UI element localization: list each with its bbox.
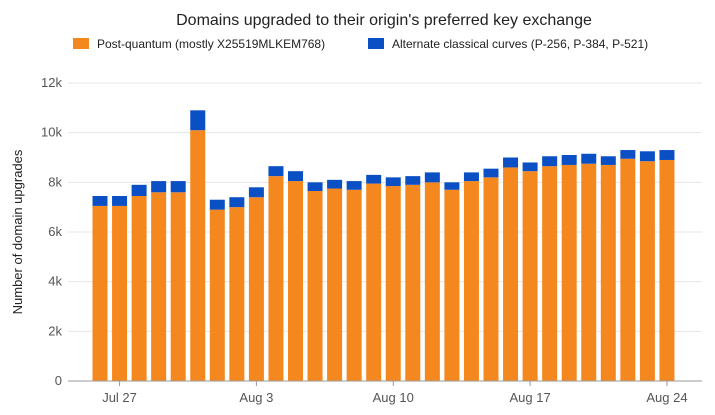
bar-classical-8 xyxy=(248,187,264,198)
bar-classical-17 xyxy=(424,172,440,183)
y-tick-label: 4k xyxy=(48,274,62,289)
bar-classical-10 xyxy=(288,171,303,182)
bar-post-quantum-15 xyxy=(385,186,401,381)
bar-classical-3 xyxy=(151,181,167,193)
bar-classical-9 xyxy=(268,166,284,177)
bar-classical-24 xyxy=(561,155,577,165)
y-tick-label: 10k xyxy=(41,125,62,140)
bar-classical-27 xyxy=(620,150,636,159)
bar-classical-23 xyxy=(542,156,558,167)
bar-classical-21 xyxy=(503,157,519,168)
bar-post-quantum-6 xyxy=(209,209,225,381)
bar-classical-7 xyxy=(229,197,245,208)
bar-post-quantum-26 xyxy=(600,164,616,381)
bar-post-quantum-9 xyxy=(268,176,284,382)
bar-classical-29 xyxy=(659,150,675,160)
bar-classical-5 xyxy=(190,110,206,131)
bar-classical-13 xyxy=(346,181,362,190)
y-tick-label: 2k xyxy=(48,323,62,338)
legend-swatch-post-quantum xyxy=(73,38,89,49)
x-tick-labels: Jul 27 Aug 3 Aug 10 Aug 17 Aug 24 xyxy=(102,381,688,405)
bar-post-quantum-14 xyxy=(366,183,382,381)
bar-post-quantum-11 xyxy=(307,191,323,381)
bar-post-quantum-3 xyxy=(151,192,167,381)
legend-swatch-classical xyxy=(368,38,384,49)
bar-classical-19 xyxy=(463,172,479,182)
bar-classical-14 xyxy=(366,174,382,184)
y-tick-label: 12k xyxy=(41,75,62,90)
bar-classical-22 xyxy=(522,162,538,172)
bar-classical-0 xyxy=(92,195,108,206)
bar-post-quantum-29 xyxy=(659,159,675,381)
x-tick-label: Aug 10 xyxy=(373,390,414,405)
bar-post-quantum-1 xyxy=(112,205,128,381)
legend-label-post-quantum: Post-quantum (mostly X25519MLKEM768) xyxy=(97,37,325,51)
bar-classical-11 xyxy=(307,182,323,192)
bar-classical-2 xyxy=(131,184,147,196)
legend: Post-quantum (mostly X25519MLKEM768) Alt… xyxy=(73,37,648,51)
bar-post-quantum-27 xyxy=(620,158,636,381)
y-axis-label: Number of domain upgrades xyxy=(10,149,25,314)
bar-post-quantum-24 xyxy=(561,164,577,381)
bar-post-quantum-23 xyxy=(542,166,558,381)
bar-classical-20 xyxy=(483,168,499,178)
y-tick-label: 6k xyxy=(48,224,62,239)
x-tick-label: Aug 3 xyxy=(239,390,273,405)
bar-post-quantum-7 xyxy=(229,207,245,381)
bar-classical-12 xyxy=(327,179,343,189)
bars xyxy=(92,110,675,382)
bar-post-quantum-8 xyxy=(248,197,264,381)
y-tick-label: 0 xyxy=(55,373,62,388)
bar-post-quantum-13 xyxy=(346,189,362,381)
y-tick-labels: 0 2k 4k 6k 8k 10k 12k xyxy=(41,75,62,388)
bar-classical-15 xyxy=(385,177,401,187)
bar-post-quantum-16 xyxy=(405,184,421,381)
bar-post-quantum-5 xyxy=(190,130,206,381)
bar-post-quantum-17 xyxy=(424,182,440,381)
x-tick-label: Aug 17 xyxy=(509,390,550,405)
x-tick-label: Aug 24 xyxy=(646,390,687,405)
bar-classical-18 xyxy=(444,182,460,190)
chart-title: Domains upgraded to their origin's prefe… xyxy=(176,12,592,29)
bar-post-quantum-20 xyxy=(483,177,499,381)
legend-label-classical: Alternate classical curves (P-256, P-384… xyxy=(392,37,648,51)
bar-post-quantum-4 xyxy=(170,192,186,381)
bar-post-quantum-12 xyxy=(327,188,343,381)
bar-post-quantum-10 xyxy=(288,181,303,381)
x-tick-label: Jul 27 xyxy=(102,390,137,405)
bar-post-quantum-0 xyxy=(92,205,108,381)
bar-classical-16 xyxy=(405,176,421,185)
bar-classical-6 xyxy=(209,199,225,210)
bar-classical-1 xyxy=(112,195,128,206)
bar-post-quantum-19 xyxy=(463,181,479,381)
bar-classical-25 xyxy=(581,153,597,164)
bar-post-quantum-21 xyxy=(503,167,519,381)
bar-post-quantum-18 xyxy=(444,189,460,381)
y-tick-label: 8k xyxy=(48,174,62,189)
bar-post-quantum-22 xyxy=(522,171,538,381)
bar-classical-4 xyxy=(170,181,186,193)
bar-post-quantum-25 xyxy=(581,163,597,381)
bar-post-quantum-28 xyxy=(639,161,655,381)
bar-classical-26 xyxy=(600,156,616,165)
bar-post-quantum-2 xyxy=(131,195,147,381)
bar-classical-28 xyxy=(639,151,655,162)
